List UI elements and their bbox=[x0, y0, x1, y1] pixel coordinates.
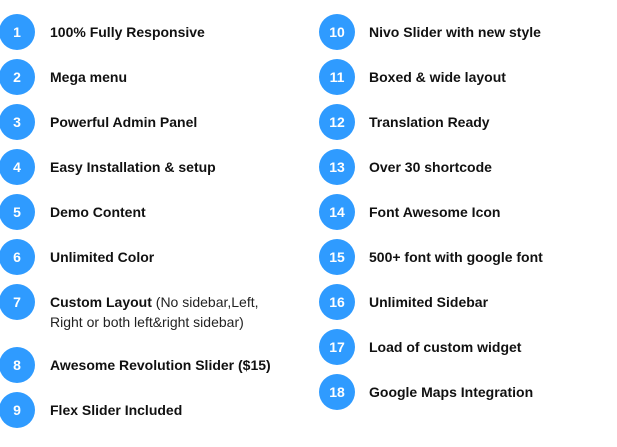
feature-label: Unlimited Color bbox=[50, 247, 154, 267]
number-badge: 6 bbox=[0, 239, 35, 275]
feature-title: Powerful Admin Panel bbox=[50, 114, 198, 130]
feature-label: Unlimited Sidebar bbox=[369, 292, 488, 312]
feature-note: (No sidebar,Left, bbox=[151, 294, 259, 310]
number-badge: 5 bbox=[0, 194, 35, 230]
feature-label: Over 30 shortcode bbox=[369, 157, 492, 177]
feature-title: Awesome Revolution Slider ($15) bbox=[50, 357, 271, 373]
number-badge: 8 bbox=[0, 347, 35, 383]
feature-title: Flex Slider Included bbox=[50, 402, 183, 418]
number-badge: 10 bbox=[319, 14, 355, 50]
feature-label: Awesome Revolution Slider ($15) bbox=[50, 355, 271, 375]
feature-title: 100% Fully Responsive bbox=[50, 24, 205, 40]
feature-title: Mega menu bbox=[50, 69, 128, 85]
feature-title: Custom Layout bbox=[50, 294, 152, 310]
number-badge: 17 bbox=[319, 329, 355, 365]
number-badge: 9 bbox=[0, 392, 35, 428]
feature-label: Translation Ready bbox=[369, 112, 490, 132]
feature-title: Demo Content bbox=[50, 204, 146, 220]
feature-title: Over 30 shortcode bbox=[369, 159, 492, 175]
number-badge: 14 bbox=[319, 194, 355, 230]
feature-note: Right or both left&right sidebar) bbox=[50, 314, 244, 330]
number-badge: 15 bbox=[319, 239, 355, 275]
number-badge: 18 bbox=[319, 374, 355, 410]
number-badge: 13 bbox=[319, 149, 355, 185]
feature-label: 100% Fully Responsive bbox=[50, 22, 205, 42]
number-badge: 2 bbox=[0, 59, 35, 95]
feature-title: Easy Installation & setup bbox=[50, 159, 216, 175]
feature-label: Boxed & wide layout bbox=[369, 67, 506, 87]
feature-title: Translation Ready bbox=[369, 114, 490, 130]
number-badge: 4 bbox=[0, 149, 35, 185]
feature-label: Flex Slider Included bbox=[50, 400, 182, 420]
feature-label: Load of custom widget bbox=[369, 337, 521, 357]
feature-title: Unlimited Color bbox=[50, 249, 155, 265]
number-badge: 11 bbox=[319, 59, 355, 95]
number-badge: 7 bbox=[0, 284, 35, 320]
feature-label: 500+ font with google font bbox=[369, 247, 543, 267]
feature-label: Google Maps Integration bbox=[369, 382, 533, 402]
number-badge: 3 bbox=[0, 104, 35, 140]
feature-label: Easy Installation & setup bbox=[50, 157, 216, 177]
feature-label: Mega menu bbox=[50, 67, 127, 87]
feature-title: Google Maps Integration bbox=[369, 384, 534, 400]
feature-title: Nivo Slider with new style bbox=[369, 24, 541, 40]
feature-label: Font Awesome Icon bbox=[369, 202, 500, 222]
feature-label: Custom Layout (No sidebar,Left, Right or … bbox=[50, 292, 259, 332]
feature-label: Demo Content bbox=[50, 202, 146, 222]
feature-title: Boxed & wide layout bbox=[369, 69, 506, 85]
feature-title: Unlimited Sidebar bbox=[369, 294, 489, 310]
feature-title: Font Awesome Icon bbox=[369, 204, 501, 220]
number-badge: 16 bbox=[319, 284, 355, 320]
feature-title: 500+ font with google font bbox=[369, 249, 543, 265]
number-badge: 12 bbox=[319, 104, 355, 140]
feature-title: Load of custom widget bbox=[369, 339, 522, 355]
number-badge: 1 bbox=[0, 14, 35, 50]
feature-label: Nivo Slider with new style bbox=[369, 22, 541, 42]
feature-label: Powerful Admin Panel bbox=[50, 112, 197, 132]
